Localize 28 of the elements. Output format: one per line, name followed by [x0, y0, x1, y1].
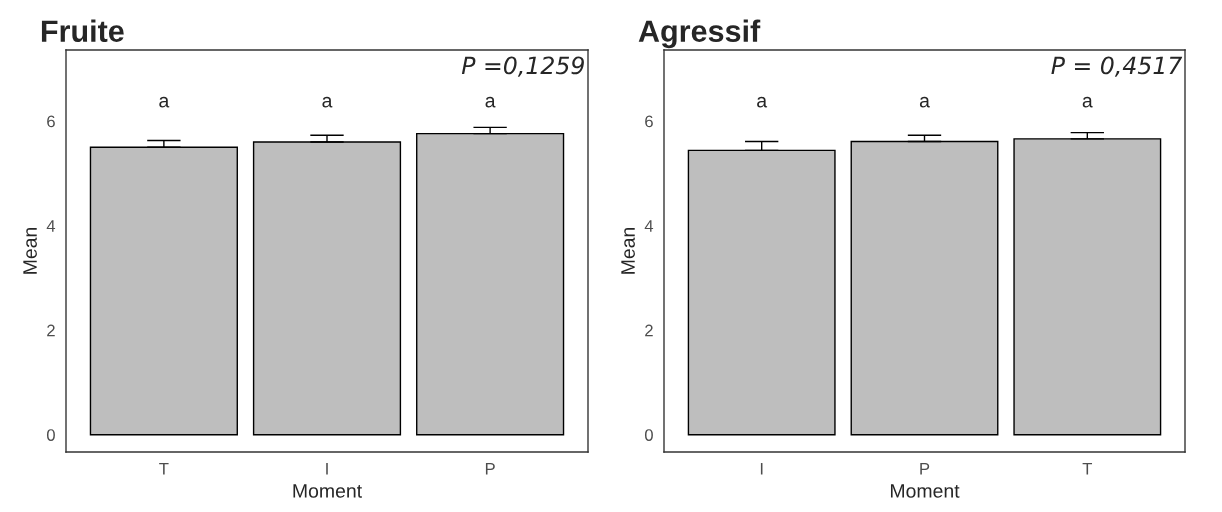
annotation: a: [322, 96, 333, 108]
annotation: a: [159, 96, 170, 108]
y-tick-label: 6: [645, 115, 653, 128]
y-tick-label: 4: [46, 220, 56, 232]
x-tick-label: I: [326, 463, 328, 475]
annotation: a: [757, 96, 768, 108]
y-tick-label: 4: [644, 220, 654, 232]
y-axis-title: Mean: [621, 227, 635, 274]
x-axis-title: Moment: [293, 484, 362, 498]
chart-title: Fruite: [41, 19, 124, 42]
chart-title: Agressif: [638, 19, 761, 49]
x-tick-label: T: [159, 463, 169, 475]
x-tick-label: T: [1082, 463, 1093, 475]
y-tick-label: 0: [644, 429, 653, 441]
annotation: P =0,1259: [461, 56, 584, 77]
y-tick-label: 2: [47, 324, 55, 337]
x-tick-label: P: [485, 463, 495, 475]
x-tick-label: P: [920, 463, 930, 475]
x-axis-title: Moment: [890, 484, 960, 498]
y-tick-label: 0: [46, 429, 55, 441]
y-tick-label: 2: [645, 324, 653, 337]
annotation: P = 0,4517: [1051, 56, 1183, 77]
annotation: a: [485, 96, 496, 108]
x-tick-label: I: [760, 463, 763, 475]
annotation: a: [919, 96, 930, 108]
y-tick-label: 6: [47, 115, 55, 128]
y-axis-title: Mean: [23, 227, 37, 274]
annotation: a: [1082, 96, 1093, 108]
